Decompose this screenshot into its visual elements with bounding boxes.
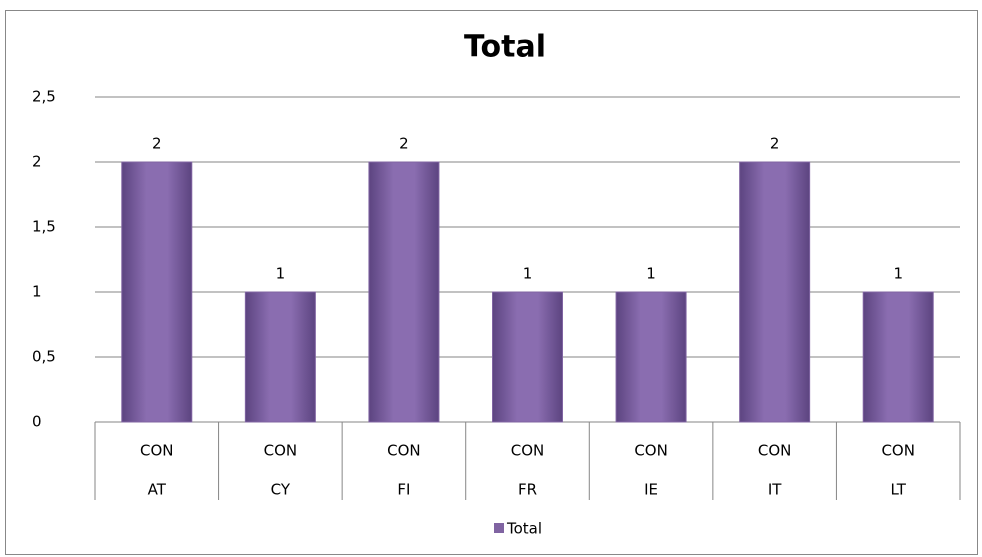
x-tick-label: IE <box>644 481 658 499</box>
bar <box>615 291 687 423</box>
data-label: 1 <box>893 265 903 283</box>
bar <box>121 161 193 423</box>
x-tick-label: FR <box>518 481 537 499</box>
y-tick-label: 0,5 <box>32 348 56 366</box>
data-label: 1 <box>523 265 533 283</box>
x-tick-label: CY <box>271 481 291 499</box>
legend-swatch <box>494 523 504 533</box>
x-group-label: CON <box>758 442 792 460</box>
data-label: 1 <box>646 265 656 283</box>
x-group-label: CON <box>387 442 421 460</box>
y-tick-label: 1 <box>32 283 42 301</box>
x-group-label: CON <box>140 442 174 460</box>
x-group-label: CON <box>264 442 298 460</box>
data-label: 2 <box>399 135 409 153</box>
bar <box>739 161 811 423</box>
y-tick-label: 2 <box>32 153 42 171</box>
data-label: 2 <box>770 135 780 153</box>
y-tick-label: 2,5 <box>32 88 56 106</box>
y-tick-label: 0 <box>32 413 42 431</box>
data-label: 2 <box>152 135 162 153</box>
bar <box>492 291 563 423</box>
chart-title: Total <box>464 30 546 65</box>
data-label: 1 <box>276 265 286 283</box>
x-tick-label: LT <box>890 481 906 499</box>
x-tick-label: IT <box>768 481 782 499</box>
bar <box>368 161 440 423</box>
bar <box>862 291 934 423</box>
x-tick-label: AT <box>148 481 167 499</box>
x-group-label: CON <box>634 442 668 460</box>
y-tick-label: 1,5 <box>32 218 56 236</box>
x-tick-label: FI <box>397 481 410 499</box>
x-group-label: CON <box>881 442 915 460</box>
x-group-label: CON <box>511 442 545 460</box>
legend-label: Total <box>506 520 542 538</box>
bar <box>244 291 316 423</box>
